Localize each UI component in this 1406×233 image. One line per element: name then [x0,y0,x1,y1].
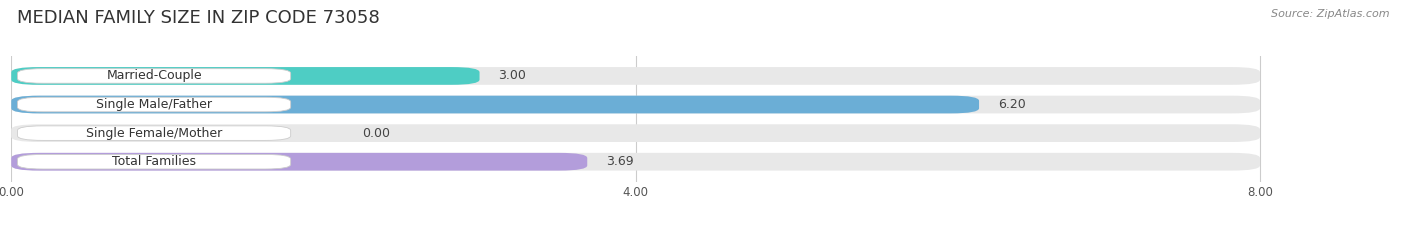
Text: 6.20: 6.20 [998,98,1025,111]
Text: Married-Couple: Married-Couple [107,69,202,82]
FancyBboxPatch shape [17,97,291,112]
FancyBboxPatch shape [11,67,479,85]
Text: MEDIAN FAMILY SIZE IN ZIP CODE 73058: MEDIAN FAMILY SIZE IN ZIP CODE 73058 [17,9,380,27]
FancyBboxPatch shape [17,154,291,169]
FancyBboxPatch shape [11,124,1260,142]
Text: 3.00: 3.00 [498,69,526,82]
FancyBboxPatch shape [11,153,1260,171]
FancyBboxPatch shape [11,153,588,171]
FancyBboxPatch shape [11,96,1260,113]
Text: 3.69: 3.69 [606,155,634,168]
FancyBboxPatch shape [17,126,291,140]
Text: Total Families: Total Families [112,155,195,168]
Text: Single Male/Father: Single Male/Father [96,98,212,111]
FancyBboxPatch shape [17,69,291,83]
FancyBboxPatch shape [11,96,979,113]
Text: Source: ZipAtlas.com: Source: ZipAtlas.com [1271,9,1389,19]
Text: 0.00: 0.00 [363,127,391,140]
Text: Single Female/Mother: Single Female/Mother [86,127,222,140]
FancyBboxPatch shape [11,67,1260,85]
